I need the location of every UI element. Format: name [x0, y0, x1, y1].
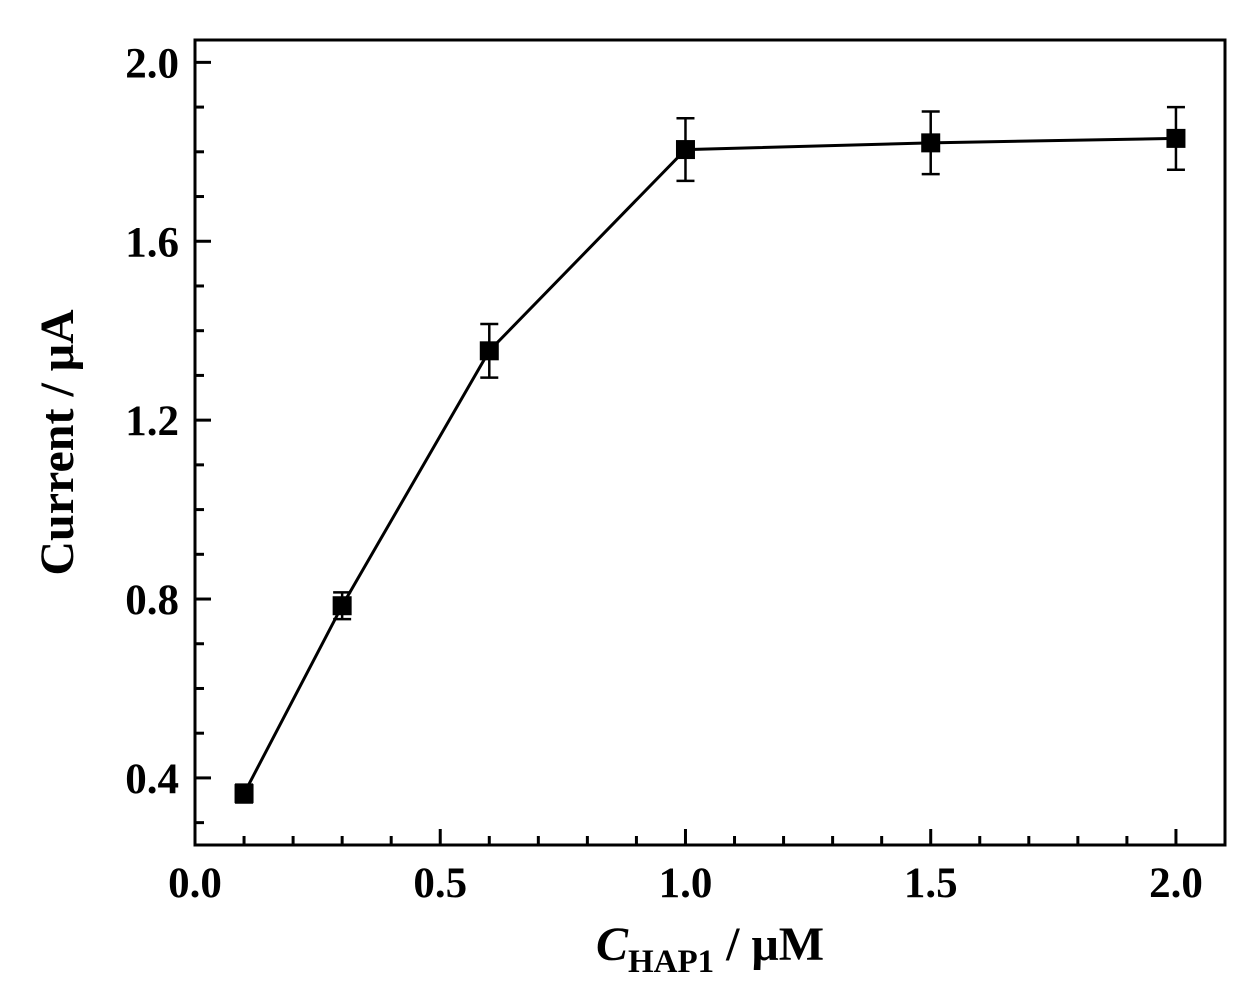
- x-axis-title: CHAP1 / μM: [596, 918, 824, 980]
- data-point: [922, 134, 940, 152]
- data-point: [1167, 129, 1185, 147]
- data-point: [333, 597, 351, 615]
- y-tick-label: 0.4: [125, 756, 179, 803]
- chart-container: 0.0 0.5 1.0 1.5 2.0 0.4 0.8 1.2 1.6 2.0 Current / …: [0, 0, 1240, 992]
- x-tick-label: 1.0: [659, 860, 713, 907]
- x-tick-label: 0.0: [168, 860, 222, 907]
- x-tick-label: 0.5: [413, 860, 467, 907]
- data-point: [676, 141, 694, 159]
- data-line: [244, 138, 1176, 793]
- y-tick-label: 2.0: [125, 40, 179, 87]
- chart-svg: 0.0 0.5 1.0 1.5 2.0 0.4 0.8 1.2 1.6 2.0 Current / …: [0, 0, 1240, 992]
- y-tick-label: 0.8: [125, 577, 179, 624]
- x-tick-label: 1.5: [904, 860, 958, 907]
- y-tick-label: 1.6: [125, 219, 179, 266]
- x-tick-label: 2.0: [1149, 860, 1203, 907]
- data-point: [235, 785, 253, 803]
- y-axis-title: Current / μA: [31, 309, 84, 576]
- y-tick-label: 1.2: [125, 398, 179, 445]
- data-point: [480, 342, 498, 360]
